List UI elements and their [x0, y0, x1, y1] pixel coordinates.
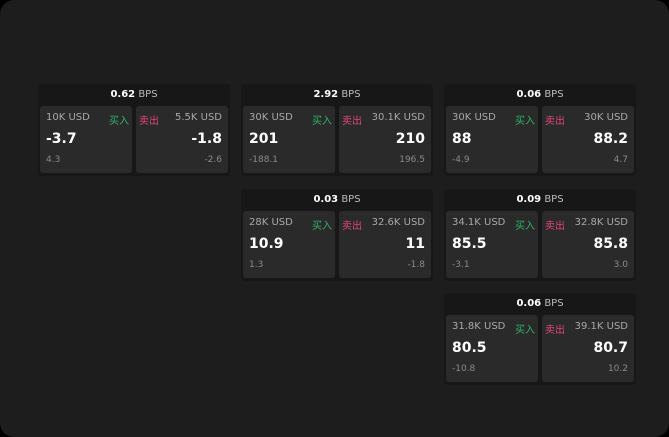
sell-label: 卖出 — [545, 221, 565, 232]
spread-unit: BPS — [341, 194, 361, 205]
spread-value: 0.03 — [313, 194, 339, 205]
sell-label: 卖出 — [545, 116, 565, 127]
bid-quantity: 10K USD — [46, 112, 90, 123]
bid-price: 80.5 — [452, 340, 487, 356]
ask-price: 11 — [405, 236, 425, 252]
ask-change: 10.2 — [607, 364, 628, 374]
bid-change: 1.3 — [249, 260, 264, 270]
sell-label: 卖出 — [139, 116, 159, 127]
buy-button[interactable]: 34.1K USD 买入 85.5 -3.1 — [446, 211, 538, 278]
spread-unit: BPS — [544, 298, 564, 309]
quote-card: 2.92 BPS 30K USD 买入 201 -188.1 30.1K USD… — [241, 84, 433, 176]
spread-unit: BPS — [544, 89, 564, 100]
buy-label: 买入 — [312, 221, 332, 232]
sell-button[interactable]: 30.1K USD 卖出 210 196.5 — [339, 106, 431, 173]
bid-quantity: 28K USD — [249, 217, 293, 228]
ask-quantity: 5.5K USD — [174, 112, 222, 123]
buy-label: 买入 — [515, 221, 535, 232]
buy-label: 买入 — [515, 325, 535, 336]
ask-price: 88.2 — [593, 131, 628, 147]
quote-card: 0.62 BPS 10K USD 买入 -3.7 4.3 5.5K USD 卖出… — [38, 84, 230, 176]
spread-header: 0.09 BPS — [444, 189, 636, 210]
bid-quantity: 34.1K USD — [452, 217, 506, 228]
sell-button[interactable]: 39.1K USD 卖出 80.7 10.2 — [542, 315, 634, 382]
spread-header: 0.03 BPS — [241, 189, 433, 210]
spread-value: 0.62 — [110, 89, 136, 100]
buy-button[interactable]: 30K USD 买入 88 -4.9 — [446, 106, 538, 173]
sell-button[interactable]: 5.5K USD 卖出 -1.8 -2.6 — [136, 106, 228, 173]
bid-quantity: 31.8K USD — [452, 321, 506, 332]
spread-header: 2.92 BPS — [241, 84, 433, 105]
ask-change: 196.5 — [399, 155, 425, 165]
ask-change: 4.7 — [613, 155, 628, 165]
ask-change: 3.0 — [613, 260, 628, 270]
sell-button[interactable]: 32.8K USD 卖出 85.8 3.0 — [542, 211, 634, 278]
spread-value: 0.06 — [516, 89, 542, 100]
ask-change: -2.6 — [204, 155, 222, 165]
quote-card: 0.03 BPS 28K USD 买入 10.9 1.3 32.6K USD 卖… — [241, 189, 433, 281]
buy-button[interactable]: 31.8K USD 买入 80.5 -10.8 — [446, 315, 538, 382]
bid-change: 4.3 — [46, 155, 61, 165]
buy-button[interactable]: 30K USD 买入 201 -188.1 — [243, 106, 335, 173]
spread-value: 0.06 — [516, 298, 542, 309]
ask-price: 210 — [395, 131, 425, 147]
quote-card: 0.06 BPS 30K USD 买入 88 -4.9 30K USD 卖出 8… — [444, 84, 636, 176]
ask-quantity: 30K USD — [584, 112, 628, 123]
bid-price: 10.9 — [249, 236, 284, 252]
quote-card: 0.09 BPS 34.1K USD 买入 85.5 -3.1 32.8K US… — [444, 189, 636, 281]
sell-label: 卖出 — [342, 116, 362, 127]
buy-label: 买入 — [312, 116, 332, 127]
sell-label: 卖出 — [545, 325, 565, 336]
ask-quantity: 30.1K USD — [371, 112, 425, 123]
sell-button[interactable]: 32.6K USD 卖出 11 -1.8 — [339, 211, 431, 278]
ask-price: 85.8 — [593, 236, 628, 252]
spread-unit: BPS — [544, 194, 564, 205]
bid-price: 85.5 — [452, 236, 487, 252]
ask-price: -1.8 — [191, 131, 222, 147]
bid-quantity: 30K USD — [249, 112, 293, 123]
buy-button[interactable]: 28K USD 买入 10.9 1.3 — [243, 211, 335, 278]
spread-value: 2.92 — [313, 89, 339, 100]
sell-button[interactable]: 30K USD 卖出 88.2 4.7 — [542, 106, 634, 173]
spread-header: 0.62 BPS — [38, 84, 230, 105]
sell-label: 卖出 — [342, 221, 362, 232]
quote-card: 0.06 BPS 31.8K USD 买入 80.5 -10.8 39.1K U… — [444, 293, 636, 385]
bid-price: 201 — [249, 131, 279, 147]
bid-change: -10.8 — [452, 364, 476, 374]
ask-price: 80.7 — [593, 340, 628, 356]
spread-header: 0.06 BPS — [444, 84, 636, 105]
buy-label: 买入 — [515, 116, 535, 127]
bid-quantity: 30K USD — [452, 112, 496, 123]
ask-change: -1.8 — [407, 260, 425, 270]
ask-quantity: 39.1K USD — [574, 321, 628, 332]
bid-change: -3.1 — [452, 260, 470, 270]
bid-price: 88 — [452, 131, 472, 147]
ask-quantity: 32.6K USD — [371, 217, 425, 228]
spread-unit: BPS — [138, 89, 158, 100]
ask-quantity: 32.8K USD — [574, 217, 628, 228]
spread-unit: BPS — [341, 89, 361, 100]
bid-change: -188.1 — [249, 155, 279, 165]
bid-change: -4.9 — [452, 155, 470, 165]
spread-value: 0.09 — [516, 194, 542, 205]
buy-button[interactable]: 10K USD 买入 -3.7 4.3 — [40, 106, 132, 173]
spread-header: 0.06 BPS — [444, 293, 636, 314]
buy-label: 买入 — [109, 116, 129, 127]
bid-price: -3.7 — [46, 131, 77, 147]
